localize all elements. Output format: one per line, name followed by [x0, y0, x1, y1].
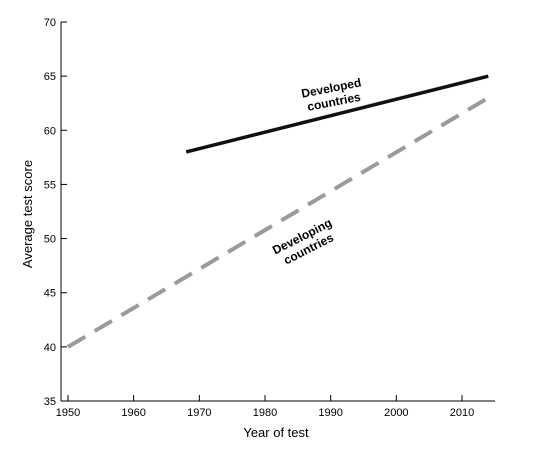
- annotation-developing: Developing countries: [270, 216, 336, 268]
- axes: [60, 22, 495, 402]
- y-tick-label: 60: [44, 125, 56, 137]
- series-line-developed: [185, 74, 489, 154]
- series-line-developing: [66, 96, 490, 349]
- x-tick-label: 1950: [56, 407, 80, 419]
- y-tick-label: 65: [44, 71, 56, 83]
- x-tick-label: 1980: [253, 407, 277, 419]
- y-tick-label: 45: [44, 288, 56, 300]
- y-tick-label: 40: [44, 342, 56, 354]
- series-layer: [66, 74, 490, 349]
- x-tick-label: 1960: [121, 407, 145, 419]
- y-tick-label: 35: [44, 396, 56, 408]
- y-tick-label: 50: [44, 234, 56, 246]
- y-tick-label: 55: [44, 179, 56, 191]
- x-tick-label: 1990: [318, 407, 342, 419]
- y-axis-title: Average test score: [20, 160, 35, 268]
- x-axis-title: Year of test: [243, 425, 309, 440]
- x-axis-ticks: 1950 1960 1970 1980 1990 2000 2010: [56, 395, 474, 419]
- x-tick-label: 1970: [187, 407, 211, 419]
- x-tick-label: 2010: [450, 407, 474, 419]
- x-tick-label: 2000: [384, 407, 408, 419]
- y-tick-label: 70: [44, 17, 56, 29]
- y-axis-ticks: 35 40 45 50 55 60 65 70: [44, 17, 67, 408]
